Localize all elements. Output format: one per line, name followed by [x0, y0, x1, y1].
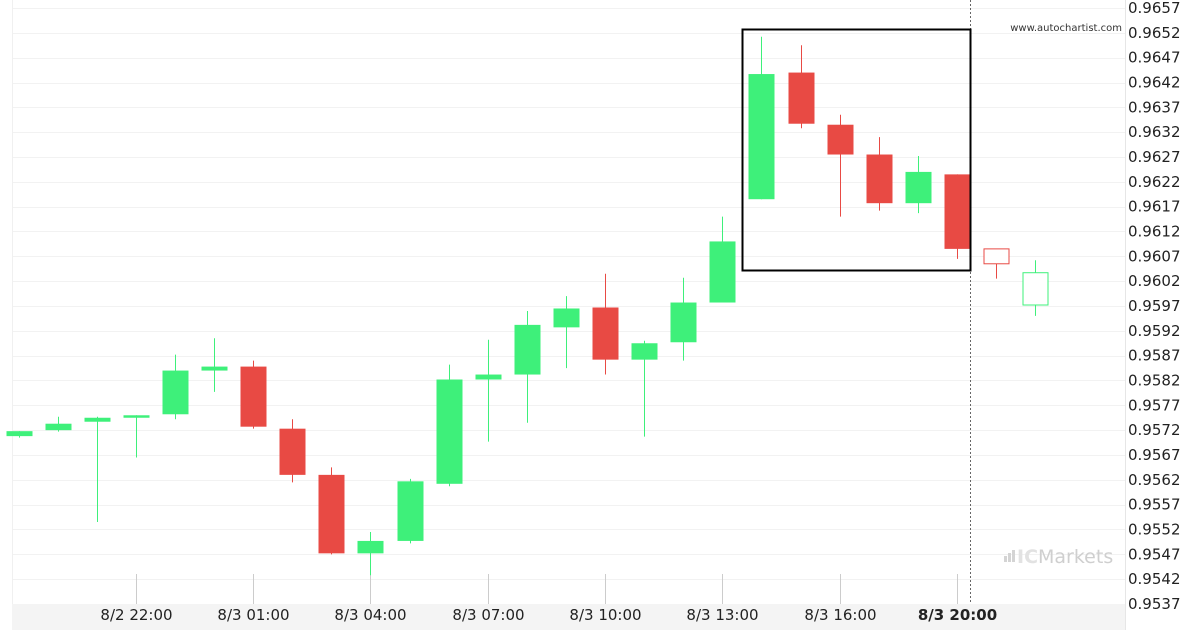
x-tick-label: 8/3 01:00 [217, 606, 289, 624]
y-tick-label: 0.9622 [1128, 173, 1181, 191]
y-tick-label: 0.9562 [1128, 471, 1181, 489]
candle-body [397, 481, 424, 541]
y-tick-label: 0.9552 [1128, 521, 1181, 539]
candle-body [84, 417, 111, 422]
candle-body [45, 423, 72, 431]
candle-body [436, 379, 463, 484]
candle-body [709, 241, 736, 303]
candle-body [162, 370, 189, 415]
y-tick-label: 0.9602 [1128, 272, 1181, 290]
y-tick-label: 0.9597 [1128, 297, 1181, 315]
x-tick-label: 8/3 10:00 [569, 606, 641, 624]
y-tick-label: 0.9612 [1128, 223, 1181, 241]
x-tick-label: 8/2 22:00 [100, 606, 172, 624]
y-tick-label: 0.9572 [1128, 421, 1181, 439]
y-tick-label: 0.9647 [1128, 49, 1181, 67]
y-tick-label: 0.9652 [1128, 24, 1181, 42]
brand-bar-icon [1012, 550, 1015, 562]
x-axis-band [12, 604, 1125, 630]
brand-ic-text: IC [1017, 546, 1038, 568]
candle-body [553, 308, 580, 328]
y-tick-label: 0.9587 [1128, 347, 1181, 365]
y-tick-label: 0.9577 [1128, 396, 1181, 414]
candle-body [748, 74, 775, 200]
brand-markets-text: Markets [1038, 546, 1113, 568]
y-tick-label: 0.9642 [1128, 74, 1181, 92]
y-tick-label: 0.9567 [1128, 446, 1181, 464]
candle-body [318, 474, 345, 554]
pattern-highlight-box [741, 28, 972, 272]
candle-body [631, 343, 658, 360]
x-tick-label: 8/3 20:00 [918, 606, 997, 624]
y-tick-label: 0.9537 [1128, 595, 1181, 613]
x-tick-label: 8/3 13:00 [686, 606, 758, 624]
candle-body [357, 540, 384, 554]
y-tick-label: 0.9657 [1128, 0, 1181, 17]
y-tick-label: 0.9547 [1128, 545, 1181, 563]
candle-body [670, 302, 697, 343]
y-tick-label: 0.9632 [1128, 123, 1181, 141]
candle-body [827, 124, 854, 155]
candle-body [201, 366, 228, 371]
x-tick-label: 8/3 04:00 [334, 606, 406, 624]
brand-bar-icon [1004, 556, 1007, 562]
candle-body [6, 431, 33, 437]
x-tick-label: 8/3 16:00 [804, 606, 876, 624]
y-tick-label: 0.9627 [1128, 148, 1181, 166]
y-tick-label: 0.9607 [1128, 247, 1181, 265]
y-tick-label: 0.9542 [1128, 570, 1181, 588]
y-tick-label: 0.9637 [1128, 98, 1181, 116]
y-tick-label: 0.9557 [1128, 496, 1181, 514]
candle-body [514, 324, 541, 375]
candle-body [123, 415, 150, 418]
candle-body [240, 366, 267, 427]
candle-body [279, 428, 306, 475]
candle-body [905, 171, 932, 204]
projected-candle-body [1022, 272, 1049, 306]
candle-body [475, 374, 502, 380]
brand-bar-icon [1008, 553, 1011, 562]
candle-body [592, 307, 619, 360]
y-tick-label: 0.9617 [1128, 198, 1181, 216]
candle-body [944, 174, 971, 249]
y-tick-label: 0.9582 [1128, 372, 1181, 390]
watermark-text: www.autochartist.com [1010, 23, 1122, 34]
candle-body [788, 72, 815, 124]
x-tick-label: 8/3 07:00 [452, 606, 524, 624]
projected-candle-body [983, 248, 1010, 265]
y-tick-label: 0.9592 [1128, 322, 1181, 340]
candle-body [866, 154, 893, 204]
